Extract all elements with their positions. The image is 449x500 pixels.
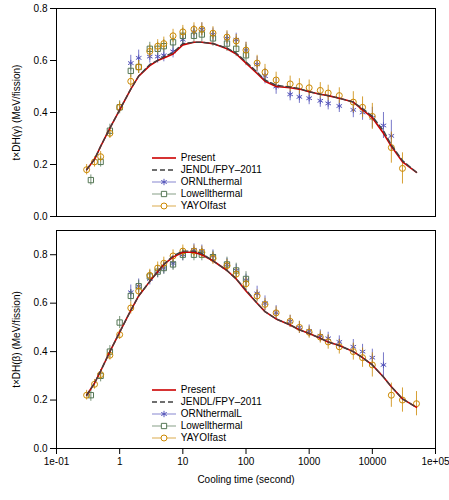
svg-text:1: 1 — [117, 456, 123, 467]
svg-text:Cooling time (second): Cooling time (second) — [197, 474, 294, 485]
html-text:Lowellthermal: Lowellthermal — [180, 420, 243, 431]
svg-text:0.4: 0.4 — [34, 346, 48, 357]
svg-text:t×DH(γ) (MeV/fission): t×DH(γ) (MeV/fission) — [11, 65, 22, 161]
html-text:JENDL/FPY–2011: JENDL/FPY–2011 — [180, 164, 262, 175]
svg-text:1e-01: 1e-01 — [44, 456, 70, 467]
html-text:Present: Present — [180, 384, 216, 395]
svg-text:0.4: 0.4 — [34, 107, 48, 118]
html-text:YAYOIfast: YAYOIfast — [180, 432, 226, 443]
html-text:ORNLthermal: ORNLthermal — [180, 176, 242, 187]
svg-text:1e+05: 1e+05 — [421, 456, 449, 467]
html-text:YAYOIfast: YAYOIfast — [180, 200, 226, 211]
svg-text:0.6: 0.6 — [34, 297, 48, 308]
html-text:Present: Present — [180, 152, 216, 163]
svg-text:1000: 1000 — [298, 456, 321, 467]
svg-text:0.2: 0.2 — [34, 394, 48, 405]
html-text:Lowellthermal: Lowellthermal — [180, 188, 243, 199]
svg-text:0.0: 0.0 — [34, 443, 48, 454]
svg-text:100: 100 — [238, 456, 255, 467]
svg-text:0.6: 0.6 — [34, 55, 48, 66]
svg-text:10000: 10000 — [358, 456, 386, 467]
svg-text:10: 10 — [177, 456, 189, 467]
html-text:ORNthermalL: ORNthermalL — [180, 408, 242, 419]
svg-text:0.8: 0.8 — [34, 3, 48, 14]
svg-text:0.0: 0.0 — [34, 211, 48, 222]
svg-text:t×DH(β) (MeV/fission): t×DH(β) (MeV/fission) — [11, 291, 22, 388]
svg-text:0.8: 0.8 — [34, 249, 48, 260]
svg-text:0.2: 0.2 — [34, 159, 48, 170]
html-text:JENDL/FPY–2011: JENDL/FPY–2011 — [180, 396, 262, 407]
